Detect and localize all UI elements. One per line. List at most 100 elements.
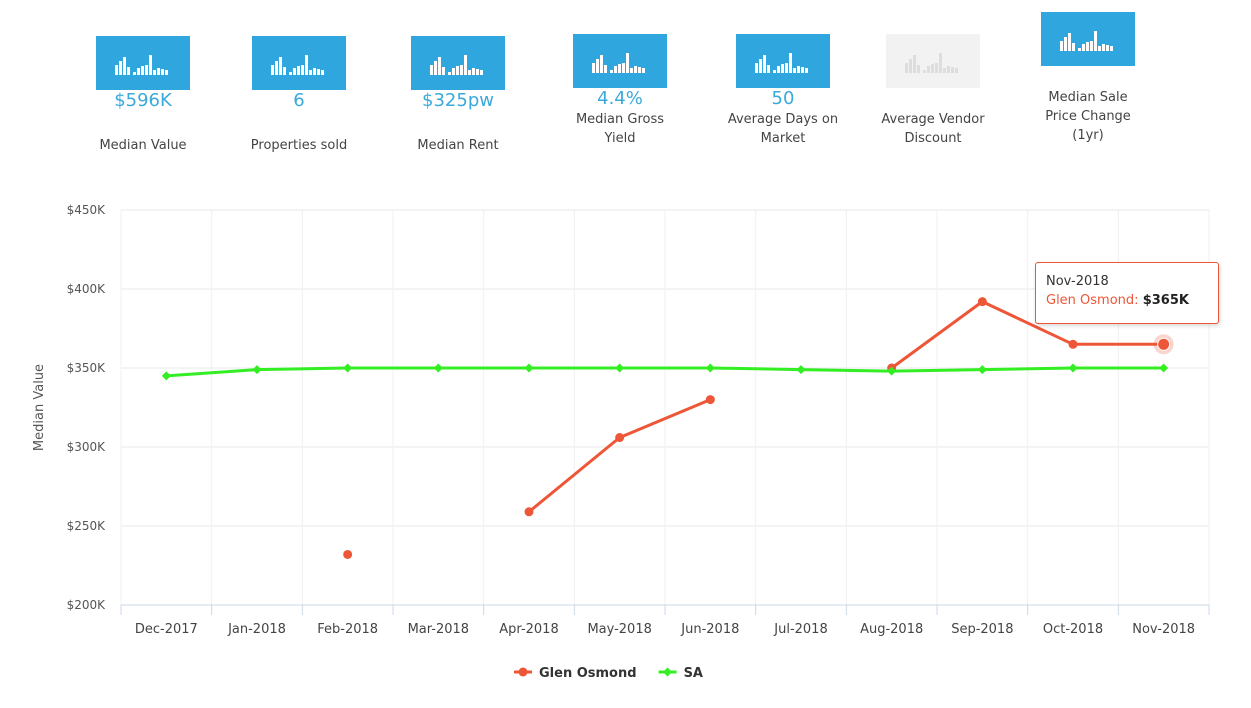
stat-median-gross-yield[interactable]: 4.4% Median Gross Yield <box>540 34 700 148</box>
glyph-bar <box>797 66 800 73</box>
glyph-bar <box>434 61 437 75</box>
glyph-bar <box>476 69 479 75</box>
data-point-sa <box>252 365 262 375</box>
glyph-bar <box>600 55 603 73</box>
glyph-bar <box>271 65 274 75</box>
tooltip-colon: : <box>1134 293 1143 308</box>
glyph-bar <box>909 59 912 73</box>
glyph-bar <box>1090 41 1093 51</box>
glyph-bar <box>275 61 278 75</box>
stat-median-rent[interactable]: $325pw Median Rent <box>383 36 533 155</box>
bar-chart-glyph <box>430 55 483 75</box>
data-point-sa <box>1068 363 1078 373</box>
glyph-bar <box>630 68 633 73</box>
stat-average-days-on-market[interactable]: 50 Average Days on Market <box>698 34 868 148</box>
y-tick-label: $300K <box>67 440 107 454</box>
bar-chart-icon[interactable] <box>1041 12 1135 66</box>
glyph-bar <box>1106 45 1109 51</box>
x-tick-label: Aug-2018 <box>860 622 923 637</box>
glyph-bar <box>442 67 445 75</box>
glyph-bar <box>1072 43 1075 51</box>
bar-chart-icon[interactable] <box>252 36 346 90</box>
glyph-bar <box>127 67 130 75</box>
bar-chart-icon[interactable] <box>573 34 667 88</box>
data-point-sa <box>615 363 625 373</box>
bar-chart-glyph <box>905 53 958 73</box>
bar-chart-icon[interactable] <box>411 36 505 90</box>
data-point-sa <box>1159 363 1169 373</box>
glyph-bar <box>913 55 916 73</box>
data-point-sa <box>343 363 353 373</box>
legend-marker-sa <box>663 667 673 677</box>
glyph-bar <box>638 67 641 73</box>
bar-chart-glyph <box>755 53 808 73</box>
glyph-bar <box>773 70 776 73</box>
glyph-bar <box>464 55 467 75</box>
glyph-bar <box>1060 41 1063 51</box>
x-tick-label: Jul-2018 <box>773 622 827 637</box>
chart-tooltip: Nov-2018 Glen Osmond: $365K <box>1035 262 1219 324</box>
glyph-bar <box>626 53 629 73</box>
data-point-sa <box>433 363 443 373</box>
glyph-bar <box>468 70 471 75</box>
glyph-bar <box>785 63 788 73</box>
series-line-glen-osmond <box>890 300 1166 370</box>
glyph-bar <box>289 72 292 75</box>
stat-label: Average Days on Market <box>727 112 839 146</box>
stat-median-sale-price-change[interactable]: Median Sale Price Change (1yr) <box>1013 12 1163 145</box>
data-point-sa <box>161 371 171 381</box>
stat-average-vendor-discount: Average Vendor Discount <box>853 34 1013 148</box>
data-point-sa <box>977 365 987 375</box>
glyph-bar <box>592 63 595 73</box>
glyph-bar <box>610 70 613 73</box>
stat-value: 50 <box>771 88 795 109</box>
data-point-glen-osmond <box>705 395 715 405</box>
glyph-bar <box>596 59 599 73</box>
legend-label-glen-osmond: Glen Osmond <box>539 666 637 681</box>
stat-value: $596K <box>114 90 172 111</box>
legend-marker-glen-osmond <box>518 667 528 677</box>
glyph-bar <box>1086 42 1089 51</box>
glyph-bar <box>119 61 122 75</box>
glyph-bar <box>305 55 308 75</box>
glyph-bar <box>456 66 459 75</box>
data-point-sa <box>524 363 534 373</box>
glyph-bar <box>614 66 617 73</box>
y-tick-label: $400K <box>67 282 107 296</box>
stat-properties-sold[interactable]: 6 Properties sold <box>224 36 374 155</box>
glyph-bar <box>141 66 144 75</box>
glyph-bar <box>317 69 320 75</box>
glyph-bar <box>618 64 621 73</box>
data-point-glen-osmond <box>1157 337 1171 351</box>
y-tick-label: $350K <box>67 361 107 375</box>
stat-label: Median Sale Price Change (1yr) <box>1045 90 1131 143</box>
glyph-bar <box>927 66 930 73</box>
glyph-bar <box>1078 48 1081 51</box>
bar-chart-icon[interactable] <box>96 36 190 90</box>
stat-value: 4.4% <box>597 88 643 109</box>
glyph-bar <box>165 70 168 75</box>
x-tick-label: Oct-2018 <box>1043 622 1103 637</box>
stat-median-value[interactable]: $596K Median Value <box>68 36 218 155</box>
bar-chart-glyph <box>1060 31 1113 51</box>
glyph-bar <box>153 70 156 75</box>
glyph-bar <box>642 68 645 73</box>
glyph-bar <box>1064 37 1067 51</box>
glyph-bar <box>149 55 152 75</box>
glyph-bar <box>1102 44 1105 51</box>
glyph-bar <box>943 68 946 73</box>
glyph-bar <box>309 70 312 75</box>
x-tick-label: Jun-2018 <box>680 622 739 637</box>
glyph-bar <box>931 64 934 73</box>
bar-chart-icon[interactable] <box>736 34 830 88</box>
x-tick-label: Sep-2018 <box>951 622 1013 637</box>
glyph-bar <box>939 53 942 73</box>
data-point-sa <box>796 365 806 375</box>
glyph-bar <box>279 57 282 75</box>
data-point-glen-osmond <box>1068 339 1078 349</box>
stat-label: Properties sold <box>250 138 348 153</box>
data-point-glen-osmond <box>977 297 987 307</box>
bar-chart-glyph <box>592 53 645 73</box>
glyph-bar <box>767 65 770 73</box>
